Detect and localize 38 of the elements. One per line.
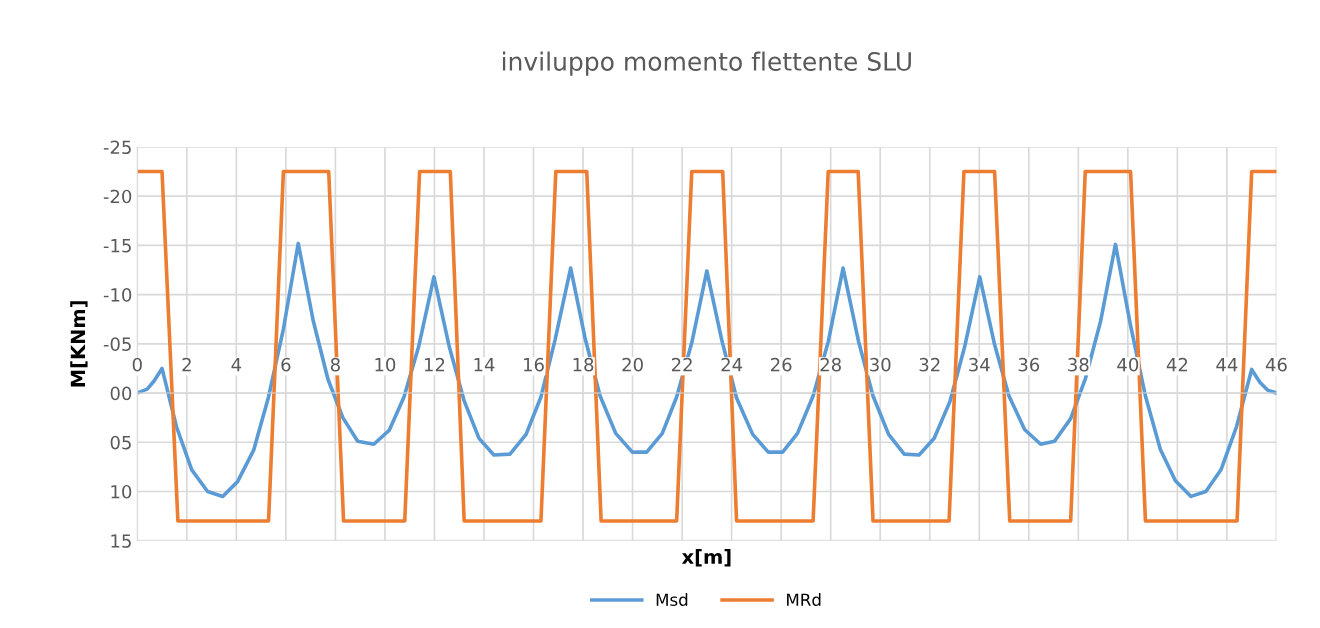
x-tick-label: 32 — [919, 357, 940, 372]
x-tick-label: 16 — [524, 357, 544, 372]
x-tick-label: 8 — [330, 357, 340, 372]
y-tick-label: 05 — [110, 435, 131, 450]
x-tick-label: 10 — [375, 357, 396, 372]
x-axis-title: x[m] — [681, 549, 731, 567]
x-tick-label: 28 — [820, 357, 841, 372]
y-tick-label: 15 — [111, 534, 131, 548]
x-tick-label: 20 — [622, 357, 643, 372]
y-tick-label: -05 — [103, 337, 131, 351]
y-tick-label: 00 — [110, 386, 132, 401]
y-tick-label: -15 — [103, 239, 131, 253]
x-tick-label: 6 — [281, 357, 291, 372]
x-tick-label: 4 — [231, 358, 242, 372]
x-tick-label: 22 — [671, 357, 692, 372]
x-tick-label: 30 — [870, 357, 891, 372]
x-tick-label: 46 — [1265, 357, 1287, 372]
x-tick-label: 44 — [1216, 358, 1238, 372]
x-tick-label: 34 — [969, 357, 990, 372]
legend-label: MRd — [787, 593, 821, 607]
x-tick-label: 24 — [721, 357, 743, 372]
x-tick-label: 40 — [1117, 357, 1139, 372]
x-tick-label: 26 — [770, 357, 792, 372]
y-tick-label: -25 — [103, 140, 131, 155]
x-tick-label: 12 — [424, 357, 445, 372]
chart-title: inviluppo momento flettente SLU — [502, 51, 911, 76]
y-tick-label: -20 — [103, 189, 132, 204]
y-tick-label: -10 — [103, 288, 132, 302]
x-tick-label: 36 — [1018, 357, 1040, 372]
y-tick-label: 10 — [111, 484, 132, 499]
x-tick-label: 38 — [1068, 357, 1089, 372]
legend-label: Msd — [656, 593, 688, 607]
x-tick-label: 14 — [474, 358, 495, 372]
x-tick-label: 42 — [1166, 357, 1188, 372]
x-tick-label: 2 — [182, 357, 191, 372]
x-tick-label: 0 — [132, 357, 142, 372]
x-tick-label: 18 — [573, 357, 594, 372]
y-axis-title: M[KNm] — [70, 301, 88, 387]
